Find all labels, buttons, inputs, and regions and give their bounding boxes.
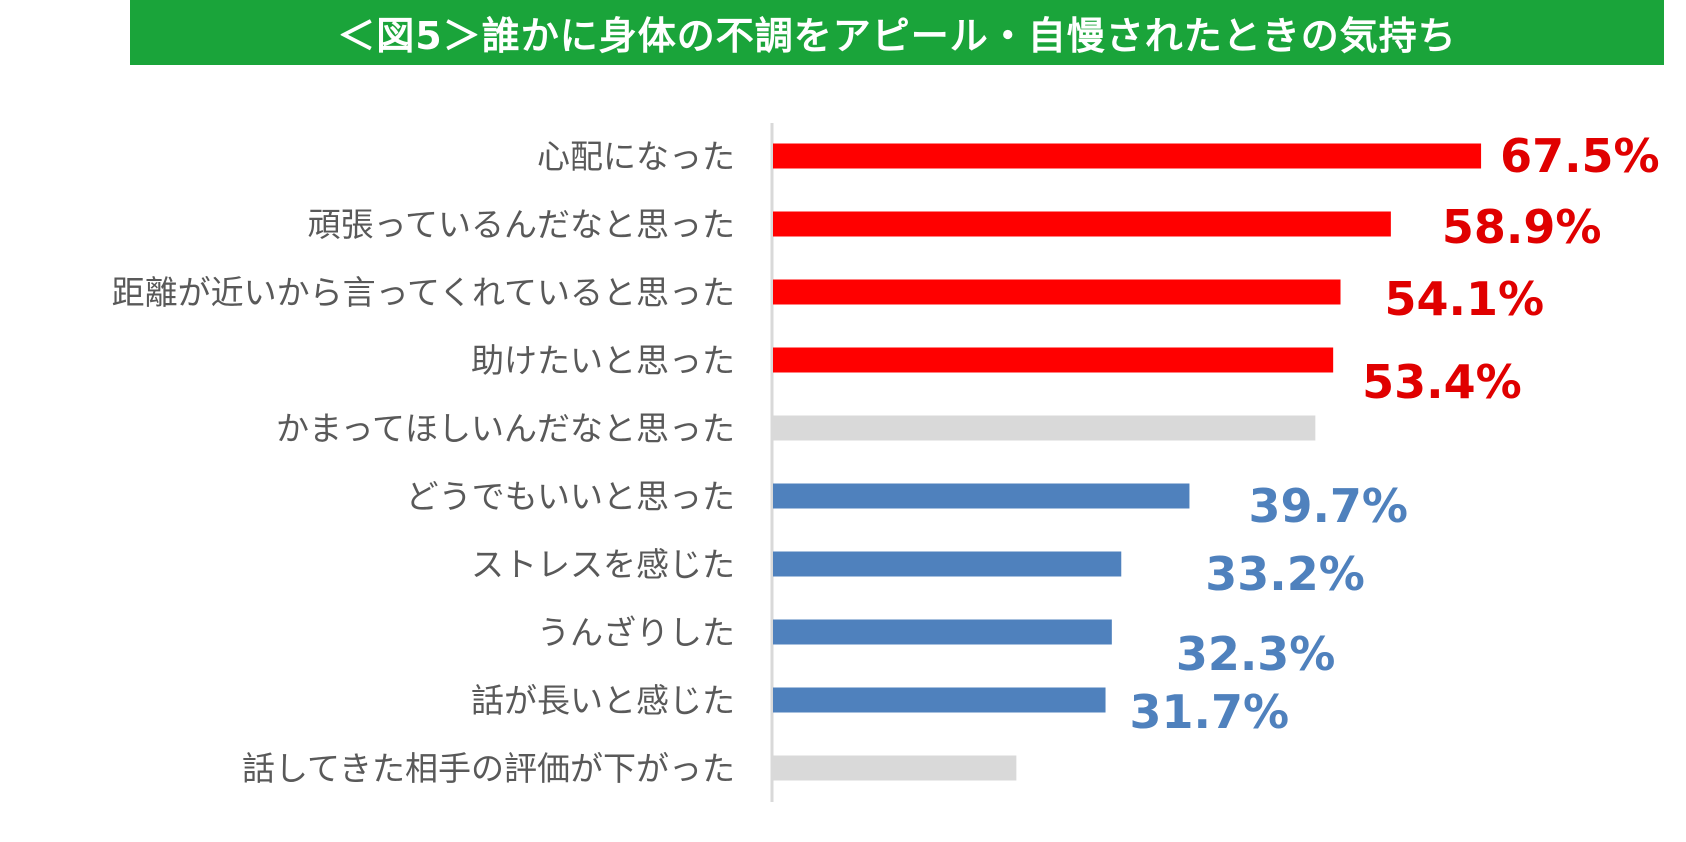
category-label: 距離が近いから言ってくれていると思った bbox=[112, 273, 735, 312]
bar bbox=[773, 483, 1190, 509]
bar bbox=[773, 687, 1106, 713]
bar bbox=[773, 755, 1017, 781]
category-label: 心配になった bbox=[537, 137, 735, 176]
category-label: かまってほしいんだなと思った bbox=[276, 409, 735, 448]
value-label: 67.5% bbox=[1500, 129, 1660, 183]
bars-group bbox=[773, 143, 1482, 781]
chart-title: ＜図5＞誰かに身体の不調をアピール・自慢されたときの気持ち bbox=[337, 14, 1457, 58]
category-labels-group: 心配になった頑張っているんだなと思った距離が近いから言ってくれていると思った助け… bbox=[112, 137, 735, 788]
value-label: 54.1% bbox=[1385, 272, 1545, 326]
bar bbox=[773, 415, 1316, 441]
category-label: どうでもいいと思った bbox=[406, 477, 735, 516]
bar bbox=[773, 211, 1391, 237]
category-label: 助けたいと思った bbox=[471, 341, 735, 380]
value-label: 31.7% bbox=[1130, 685, 1290, 739]
value-label: 58.9% bbox=[1442, 200, 1602, 254]
category-label: うんざりした bbox=[537, 613, 735, 652]
value-labels-group: 67.5% 58.9% 54.1% 53.4% 39.7% 33.2% 32.3%31.7% bbox=[1130, 129, 1660, 739]
chart-title-bar: ＜図5＞誰かに身体の不調をアピール・自慢されたときの気持ち bbox=[130, 0, 1664, 65]
category-label: 頑張っているんだなと思った bbox=[308, 205, 735, 244]
bar bbox=[773, 279, 1341, 305]
bar bbox=[773, 347, 1334, 373]
category-label: ストレスを感じた bbox=[471, 545, 735, 584]
value-label: 33.2% bbox=[1205, 547, 1365, 601]
value-label: 32.3% bbox=[1176, 627, 1336, 681]
category-label: 話が長いと感じた bbox=[471, 681, 735, 720]
bar bbox=[773, 551, 1122, 577]
value-label: 53.4% bbox=[1362, 355, 1522, 409]
category-label: 話してきた相手の評価が下がった bbox=[242, 749, 735, 788]
bar bbox=[773, 619, 1112, 645]
value-label: 39.7% bbox=[1248, 479, 1408, 533]
bar bbox=[773, 143, 1482, 169]
